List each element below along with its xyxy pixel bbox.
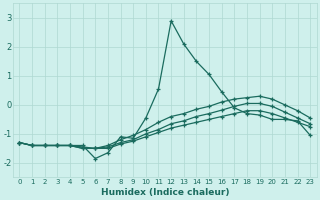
- X-axis label: Humidex (Indice chaleur): Humidex (Indice chaleur): [100, 188, 229, 197]
